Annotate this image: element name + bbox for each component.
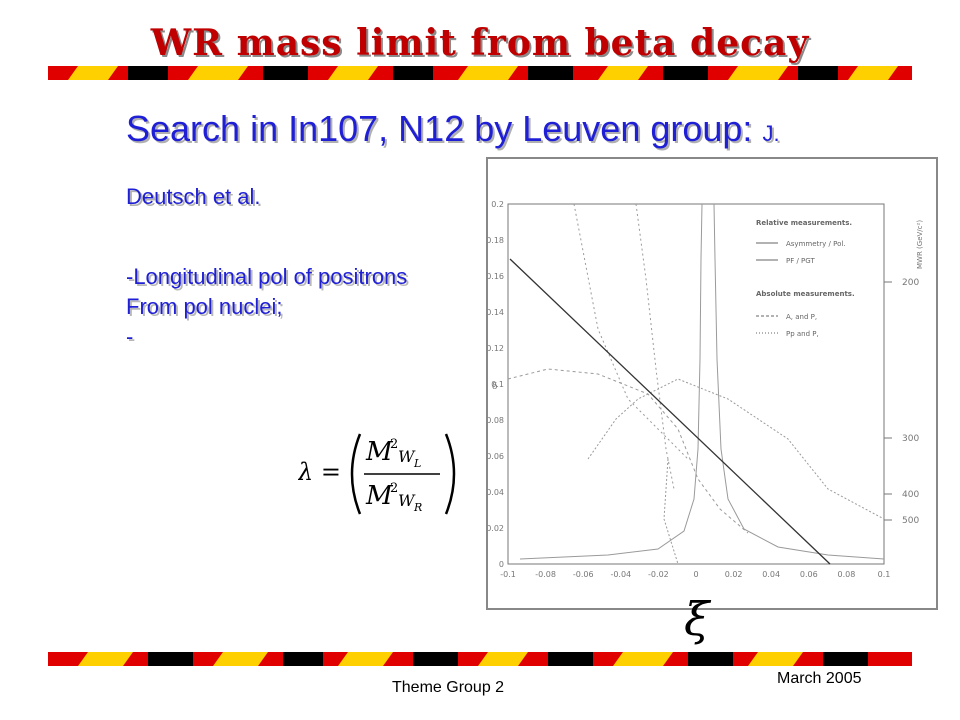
plot-legend: Relative measurements. Asymmetry / Pol. … xyxy=(756,219,855,338)
xi-axis-symbol: ξ xyxy=(684,592,710,646)
decorative-band-bottom xyxy=(48,652,912,666)
dotted-curve-1 xyxy=(507,368,749,534)
right-axis-label: MWR (GeV/c²) xyxy=(916,220,924,269)
formula-den-exp: 2 xyxy=(390,481,398,496)
y-tick-labels: 0.2 0.18 0.16 0.14 0.12 0.1 0.08 0.06 0.04 0.02 0 xyxy=(486,200,504,569)
x-tick-label: -0.06 xyxy=(573,570,594,579)
y-tick-label: 0.2 xyxy=(491,200,504,209)
y-tick-label: 0.16 xyxy=(488,272,504,281)
y-tick-label: 0.08 xyxy=(488,416,504,425)
dotted-curve-5 xyxy=(663,458,679,565)
formula-num-exp: 2 xyxy=(390,437,398,452)
footer-theme: Theme Group 2 xyxy=(392,679,505,696)
bullet-item-3: - xyxy=(126,324,134,349)
x-tick-label: -0.04 xyxy=(610,570,631,579)
formula-left-paren xyxy=(350,433,362,515)
decorative-band-top xyxy=(48,66,912,80)
footer-date: March 2005 xyxy=(777,670,862,687)
formula-den-sub: W xyxy=(398,491,416,510)
x-tick-label: -0.08 xyxy=(535,570,556,579)
bullet-list: -Longitudinal pol of positrons From pol … xyxy=(126,262,407,352)
exclusion-plot: 0.2 0.18 0.16 0.14 0.12 0.1 0.08 0.06 0.04 0.02 0 … xyxy=(486,157,938,610)
legend-relative-1: Asymmetry / Pol. xyxy=(786,240,846,248)
right-tick-200: 200 xyxy=(902,278,919,288)
bullet-item-2: From pol nuclei; xyxy=(126,294,283,319)
y-tick-label: 0 xyxy=(499,560,504,569)
legend-title-relative: Relative measurements. xyxy=(756,219,852,227)
slide-heading: Search in In107, N12 by Leuven group: J.… xyxy=(126,100,826,226)
right-tick-500: 500 xyxy=(902,516,919,526)
x-tick-label: 0.04 xyxy=(762,570,780,579)
formula-num-m: M xyxy=(365,437,394,467)
x-tick-label: 0.06 xyxy=(800,570,818,579)
formula-right-paren xyxy=(444,433,456,515)
slide-title: WR mass limit from beta decay xyxy=(150,22,810,64)
x-tick-label: 0 xyxy=(693,570,698,579)
y-tick-label: 0.12 xyxy=(488,344,504,353)
right-tick-300: 300 xyxy=(902,434,919,444)
formula-den-subsub: R xyxy=(413,501,422,514)
dotted-curve-4 xyxy=(587,378,885,520)
diagonal-limit-line xyxy=(509,258,831,565)
plot-frame xyxy=(507,203,885,565)
y-tick-label: 0.1 xyxy=(491,380,504,389)
bullet-item-1: -Longitudinal pol of positrons xyxy=(126,264,408,289)
y-tick-label: 0.18 xyxy=(488,236,504,245)
right-axis-ticks: 200 300 400 500 xyxy=(884,278,919,526)
x-tick-label: 0.02 xyxy=(725,570,743,579)
x-tick-label: 0.08 xyxy=(837,570,855,579)
legend-relative-2: PF / PGT xyxy=(786,257,815,265)
y-tick-label: 0.04 xyxy=(488,488,504,497)
y-tick-label: 0.06 xyxy=(488,452,504,461)
legend-absolute-2: Pp and P, xyxy=(786,330,819,338)
formula-num-sub: W xyxy=(398,447,416,466)
formula-den-m: M xyxy=(365,481,394,511)
x-tick-label: -0.02 xyxy=(648,570,669,579)
formula-lhs: λ = xyxy=(298,458,341,486)
dotted-curve-2 xyxy=(635,203,675,490)
asymmetry-curve-left xyxy=(519,203,703,560)
heading-authors: J. Deutsch et al. xyxy=(126,121,780,209)
y-tick-label: 0.14 xyxy=(488,308,504,317)
y-tick-label: 0.02 xyxy=(488,524,504,533)
x-tick-labels: -0.1 -0.08 -0.06 -0.04 -0.02 0 0.02 0.04 0.06 0.0… xyxy=(500,570,890,579)
heading-main: Search in In107, N12 by Leuven group: xyxy=(126,108,753,149)
y-axis-label: δ xyxy=(492,382,497,392)
asymmetry-curve-right xyxy=(713,203,885,560)
plot-curves xyxy=(507,203,885,565)
legend-absolute-1: A, and P, xyxy=(786,313,817,321)
x-tick-label: -0.1 xyxy=(500,570,516,579)
legend-title-absolute: Absolute measurements. xyxy=(756,290,855,298)
formula-num-subsub: L xyxy=(413,457,421,470)
right-tick-400: 400 xyxy=(902,490,919,500)
lambda-formula: λ = M 2 W L M 2 W R xyxy=(298,433,456,515)
x-tick-label: 0.1 xyxy=(878,570,891,579)
